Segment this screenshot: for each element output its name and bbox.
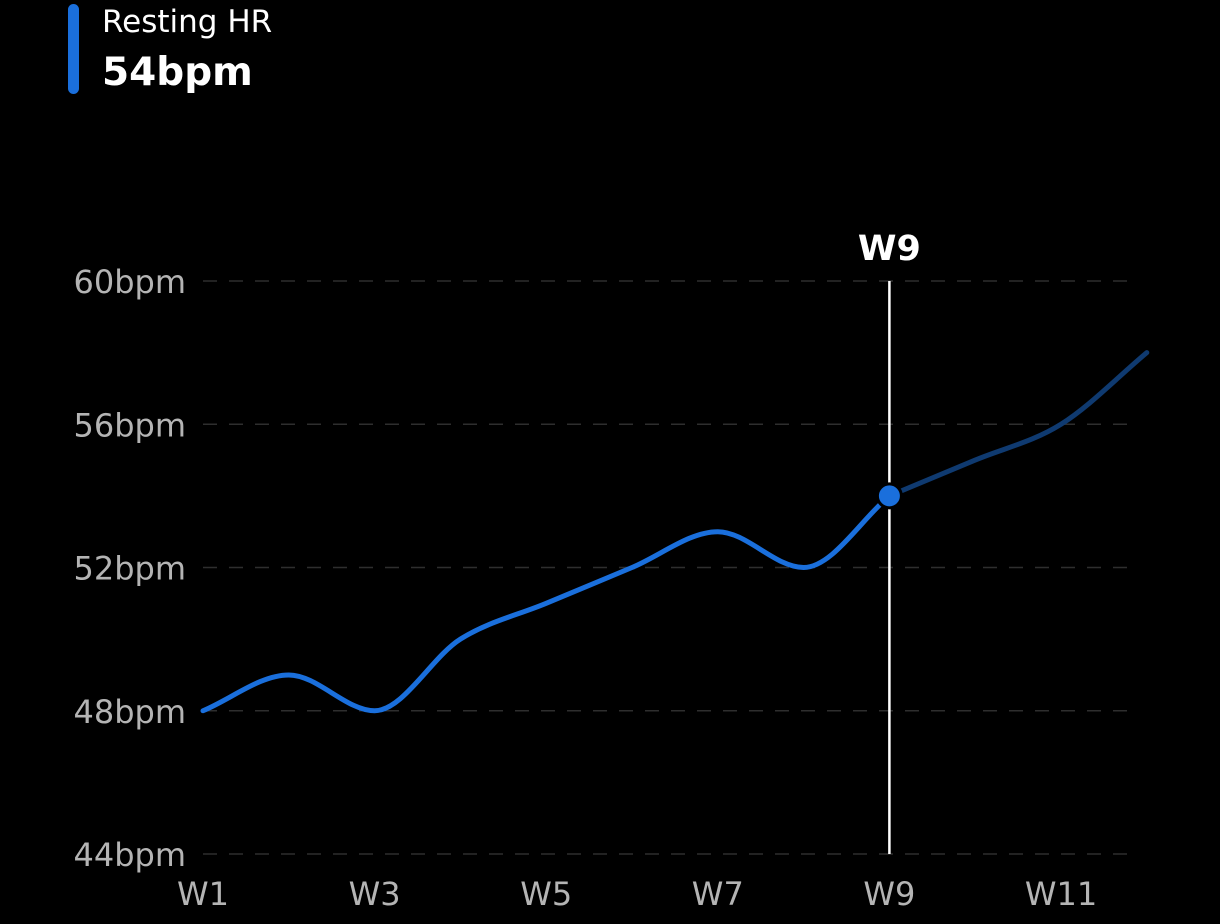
y-tick-label: 60bpm (73, 263, 186, 301)
series-line (200, 493, 892, 714)
selected-week-label: W9 (858, 229, 921, 269)
x-axis-labels: W1 W3 W5 W7 W9 W11 (177, 875, 1097, 913)
y-tick-label: 56bpm (73, 406, 186, 444)
x-tick-label: W11 (1025, 875, 1097, 913)
metric-accent-bar (68, 4, 79, 94)
metric-title: Resting HR (102, 4, 273, 40)
x-tick-label: W5 (520, 875, 572, 913)
series-line-future (886, 350, 1150, 499)
x-tick-label: W3 (349, 875, 401, 913)
x-tick-label: W1 (177, 875, 229, 913)
selected-point-marker[interactable] (875, 482, 903, 510)
grid-lines (203, 280, 1135, 855)
y-tick-label: 48bpm (73, 693, 186, 731)
series-lines (200, 350, 1150, 714)
y-axis-labels: 60bpm 56bpm 52bpm 48bpm 44bpm (73, 263, 186, 874)
y-tick-label: 44bpm (73, 836, 186, 874)
x-tick-label: W9 (863, 875, 915, 913)
selection-cursor[interactable]: W9 (858, 229, 921, 854)
metric-value: 54bpm (102, 50, 253, 95)
y-tick-label: 52bpm (73, 550, 186, 588)
x-tick-label: W7 (692, 875, 744, 913)
